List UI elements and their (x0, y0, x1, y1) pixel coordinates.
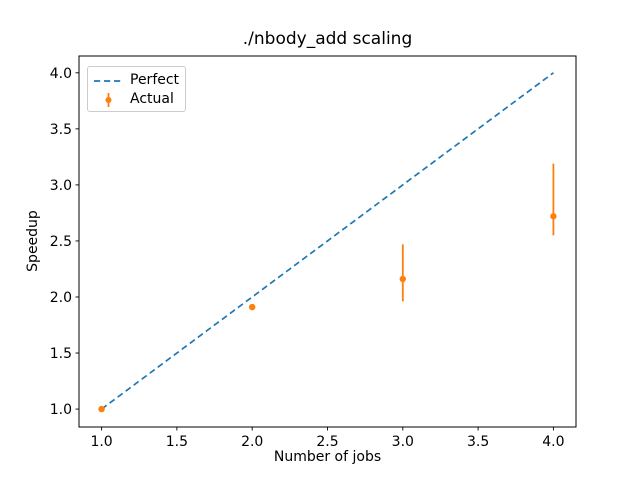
x-tick-label: 1.5 (166, 434, 188, 450)
x-tick-label: 1.0 (90, 434, 112, 450)
y-tick-label: 1.0 (50, 402, 72, 418)
y-tick-label: 3.5 (50, 122, 72, 138)
dashed-line-icon (94, 79, 123, 82)
x-axis-label: Number of jobs (273, 449, 382, 465)
data-point (399, 275, 407, 283)
x-tick-label: 3.0 (392, 434, 414, 450)
x-tick-label: 2.5 (316, 434, 338, 450)
legend-item-perfect: Perfect (94, 71, 179, 90)
y-tick-label: 3.0 (50, 178, 72, 194)
perfect-line (101, 72, 554, 410)
y-tick-label: 1.5 (50, 346, 72, 362)
chart-title: ./nbody_add scaling (242, 29, 413, 49)
legend-item-actual: Actual (94, 90, 179, 109)
x-tick-label: 3.5 (467, 434, 489, 450)
x-tick-label: 4.0 (542, 434, 564, 450)
x-tick-label: 2.0 (241, 434, 263, 450)
y-tick-label: 2.0 (50, 290, 72, 306)
y-tick-label: 4.0 (50, 66, 72, 82)
y-tick-label: 2.5 (50, 234, 72, 250)
data-point (550, 213, 557, 220)
legend-label-perfect: Perfect (130, 72, 180, 88)
legend: Perfect Actual (87, 66, 186, 112)
data-point (248, 303, 256, 311)
y-axis-label: Speedup (25, 210, 41, 272)
errorbar-point-icon (105, 92, 112, 107)
legend-label-actual: Actual (130, 91, 174, 107)
data-point (98, 405, 105, 413)
